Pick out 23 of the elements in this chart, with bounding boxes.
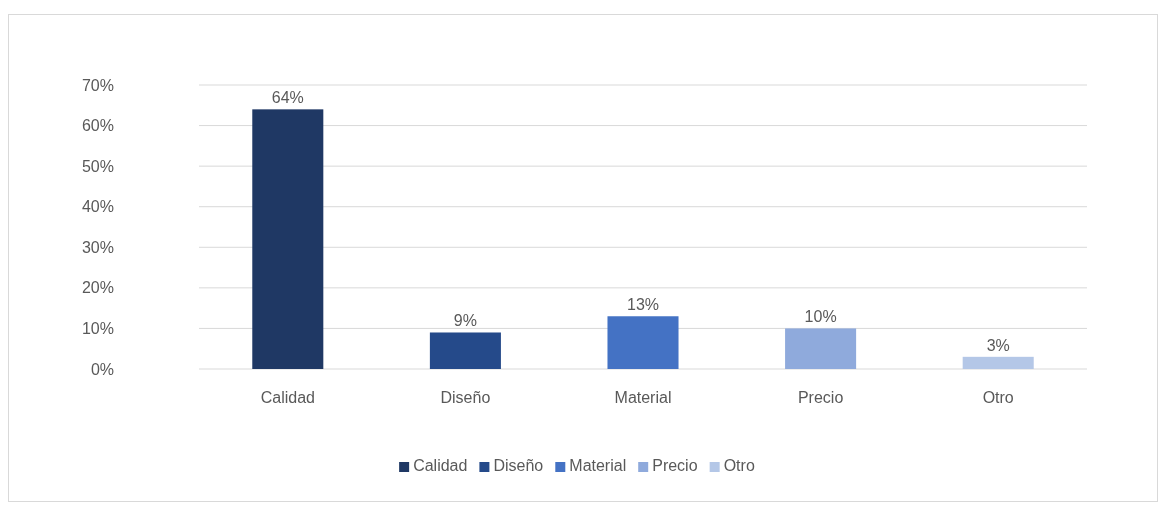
y-tick-label: 70% bbox=[81, 76, 114, 94]
data-label: 3% bbox=[986, 336, 1010, 354]
x-tick-label: Material bbox=[614, 389, 672, 407]
y-tick-label: 10% bbox=[81, 320, 114, 338]
y-tick-label: 50% bbox=[81, 157, 114, 175]
legend-label: Otro bbox=[723, 457, 755, 474]
data-label: 10% bbox=[804, 308, 837, 326]
y-tick-label: 40% bbox=[81, 198, 114, 216]
x-tick-label: Otro bbox=[982, 389, 1014, 407]
x-tick-label: Precio bbox=[797, 389, 844, 407]
data-label: 64% bbox=[271, 89, 304, 107]
legend-label: Material bbox=[569, 457, 627, 474]
data-label: 13% bbox=[626, 296, 660, 314]
y-tick-label: 60% bbox=[81, 117, 114, 135]
data-label: 9% bbox=[453, 312, 477, 330]
x-tick-label: Calidad bbox=[260, 389, 315, 407]
y-tick-label: 0% bbox=[90, 360, 114, 378]
y-tick-label: 20% bbox=[81, 279, 114, 297]
y-tick-label: 30% bbox=[81, 238, 114, 256]
legend-label: Diseño bbox=[493, 457, 544, 474]
x-tick-label: Diseño bbox=[440, 389, 491, 407]
legend-label: Calidad bbox=[413, 457, 468, 474]
legend-label: Precio bbox=[652, 457, 698, 474]
